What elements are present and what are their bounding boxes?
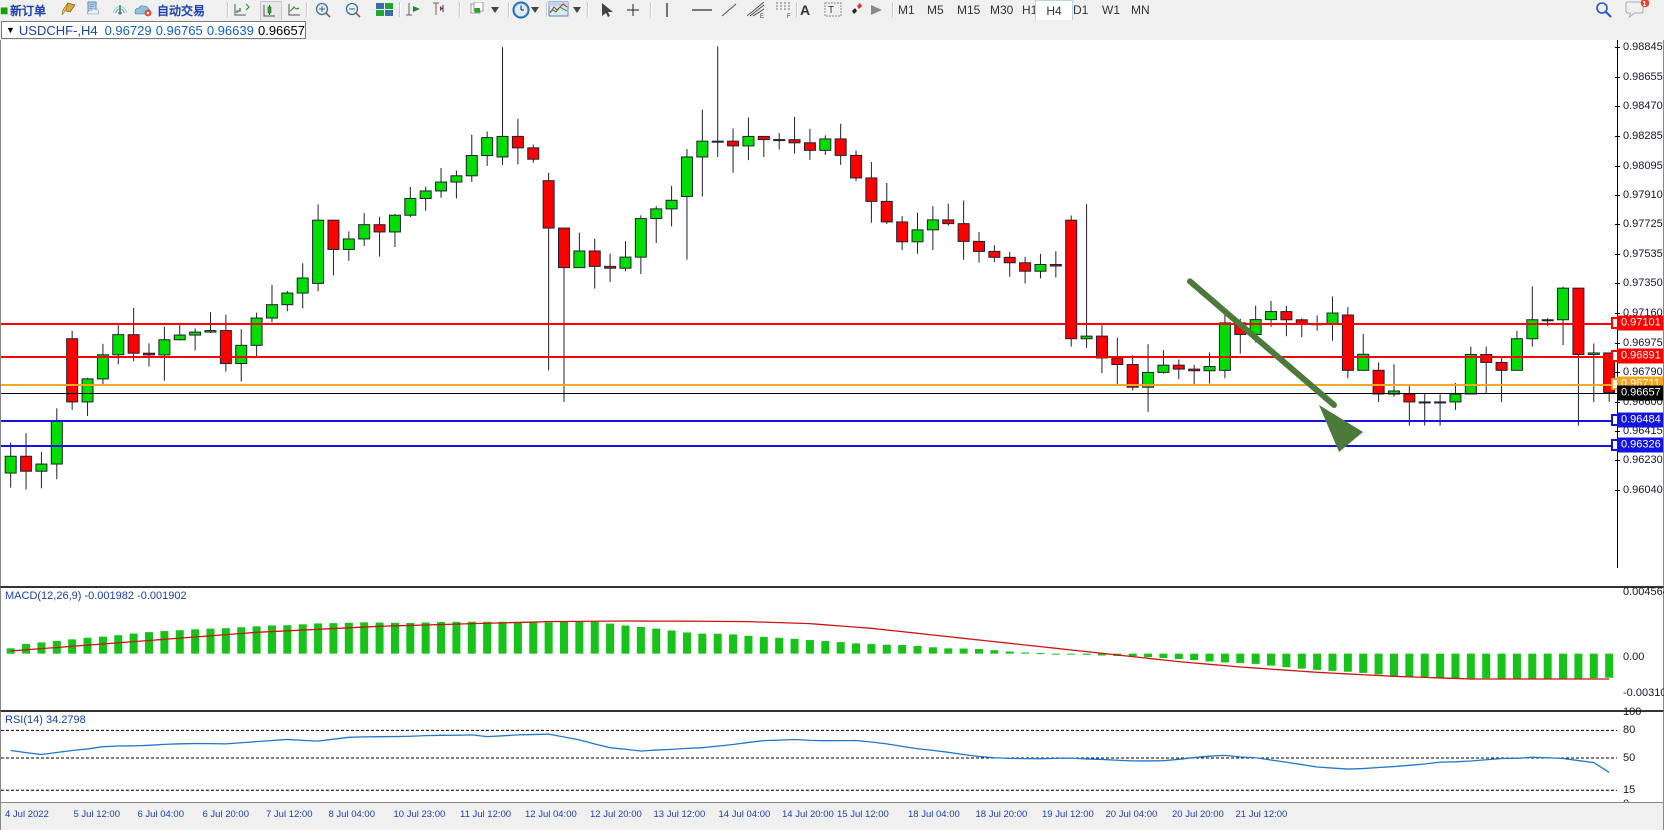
svg-text:E: E bbox=[760, 14, 764, 19]
svg-text:1: 1 bbox=[1643, 1, 1647, 8]
svg-text:F: F bbox=[787, 14, 791, 19]
svg-text:T: T bbox=[828, 5, 834, 16]
